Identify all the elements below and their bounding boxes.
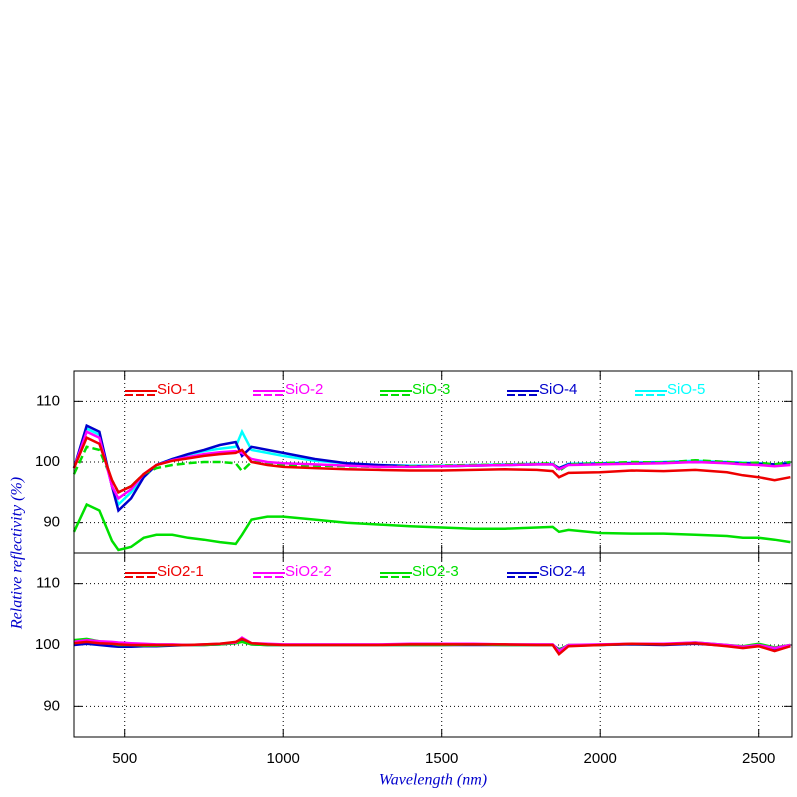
data-line <box>73 637 791 657</box>
legend-label: SiO2-4 <box>539 563 586 580</box>
data-line <box>72 502 791 552</box>
legend-label: SiO-5 <box>667 381 705 398</box>
legend-label: SiO-1 <box>157 381 195 398</box>
y-tick-label: 90 <box>43 697 60 714</box>
y-tick-label: 100 <box>35 636 60 653</box>
legend-label: SiO2-3 <box>412 563 459 580</box>
y-tick-label: 100 <box>35 453 60 470</box>
legend-label: SiO-4 <box>539 381 577 398</box>
x-tick-label: 2500 <box>742 750 775 767</box>
plot-frame <box>73 552 793 738</box>
y-tick-label: 110 <box>36 392 60 409</box>
y-tick-label: 110 <box>36 575 60 592</box>
x-tick-label: 500 <box>112 750 137 767</box>
legend-label: SiO2-2 <box>285 563 332 580</box>
legend-label: SiO-2 <box>285 381 323 398</box>
data-line <box>72 436 791 494</box>
y-axis-title: Relative reflectivity (%) <box>9 477 26 630</box>
x-axis-title: Wavelength (nm) <box>379 772 487 789</box>
x-tick-label: 2000 <box>584 750 617 767</box>
legend-label: SiO-3 <box>412 381 450 398</box>
y-tick-label: 90 <box>43 514 60 531</box>
x-tick-label: 1500 <box>425 750 458 767</box>
legend-label: SiO2-1 <box>157 563 204 580</box>
x-tick-label: 1000 <box>267 750 300 767</box>
